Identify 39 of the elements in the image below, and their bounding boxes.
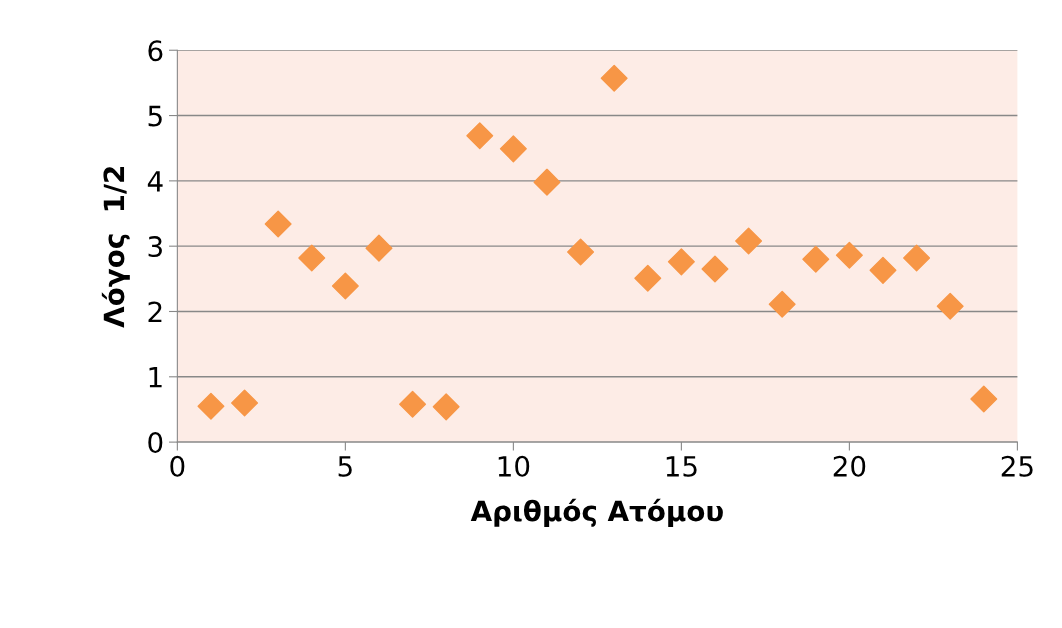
x-axis-title: Αριθμός Ατόμου bbox=[470, 498, 723, 527]
point bbox=[936, 292, 964, 320]
point bbox=[667, 248, 695, 276]
y-tick-label: 6 bbox=[148, 40, 163, 62]
point bbox=[802, 245, 830, 273]
point bbox=[298, 244, 326, 272]
point bbox=[567, 238, 595, 266]
point bbox=[903, 244, 931, 272]
point bbox=[970, 385, 998, 413]
point bbox=[735, 227, 763, 255]
y-tick-label: 1 bbox=[149, 367, 162, 388]
x-tick-label: 0 bbox=[170, 455, 185, 477]
x-tick-label: 15 bbox=[666, 456, 697, 477]
x-tick-label: 10 bbox=[498, 455, 530, 477]
y-axis-title: Λόγος 1/2 bbox=[101, 166, 130, 328]
point bbox=[399, 390, 427, 418]
point bbox=[365, 234, 393, 262]
x-tick-label: 5 bbox=[338, 456, 352, 477]
point bbox=[197, 392, 225, 420]
point bbox=[466, 122, 494, 150]
y-tick-label: 2 bbox=[148, 301, 162, 323]
point bbox=[869, 256, 897, 284]
point bbox=[701, 255, 729, 283]
point bbox=[264, 210, 292, 238]
x-tick-label: 25 bbox=[1001, 455, 1033, 477]
point bbox=[231, 389, 259, 417]
point bbox=[600, 64, 628, 92]
x-tick-label: 20 bbox=[833, 455, 866, 477]
point bbox=[432, 393, 460, 421]
y-tick-label: 3 bbox=[148, 236, 162, 258]
y-tick-label: 4 bbox=[147, 171, 163, 192]
point bbox=[533, 168, 561, 196]
point bbox=[499, 135, 527, 163]
point bbox=[768, 290, 796, 318]
point bbox=[634, 264, 662, 292]
y-tick-label: 5 bbox=[148, 105, 162, 127]
y-tick-label: 0 bbox=[148, 432, 163, 454]
point bbox=[835, 241, 863, 269]
point bbox=[331, 272, 359, 300]
